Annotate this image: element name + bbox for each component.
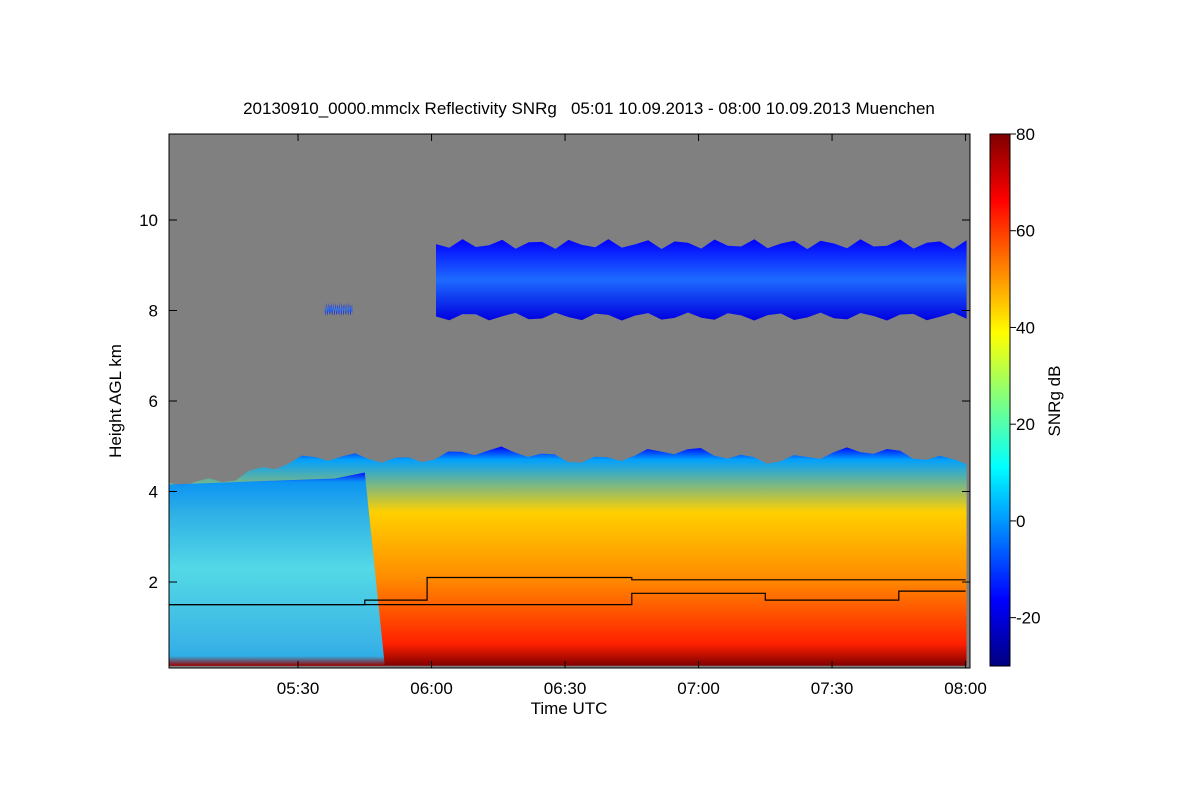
chart-title: 20130910_0000.mmclx Reflectivity SNRg 05…	[243, 99, 935, 118]
overlay-line-1	[169, 576, 966, 606]
y-tick-label: 8	[149, 301, 158, 320]
x-tick-label: 06:00	[410, 679, 453, 698]
y-axis-label: Height AGL km	[106, 344, 125, 458]
x-tick-label: 06:30	[544, 679, 587, 698]
data-regions	[169, 239, 967, 666]
y-axis: 2 4 6 8 10	[139, 211, 970, 592]
overlay-lines	[169, 576, 966, 606]
colorbar-tick-label: 80	[1016, 125, 1035, 144]
upper-cloud-layer	[436, 239, 967, 321]
x-tick-label: 08:00	[944, 679, 987, 698]
colorbar-tick-label: 0	[1016, 512, 1025, 531]
x-tick-label: 07:30	[811, 679, 854, 698]
x-tick-label: 07:00	[677, 679, 720, 698]
x-tick-label: 05:30	[277, 679, 320, 698]
y-tick-label: 2	[149, 573, 158, 592]
colorbar-tick-label: 20	[1016, 415, 1035, 434]
colorbar-tick-label: -20	[1016, 609, 1041, 628]
x-axis: 05:30 06:00 06:30 07:00 07:30 08:00	[277, 134, 987, 698]
plot-area	[168, 133, 971, 669]
colorbar-label: SNRg dB	[1045, 366, 1064, 437]
precipitation-weak-part	[169, 472, 385, 666]
colorbar: -20 0 20 40 60 80 SNRg dB	[989, 125, 1064, 667]
colorbar-gradient	[989, 133, 1011, 667]
upper-cloud-fragment	[324, 302, 353, 316]
y-tick-label: 4	[149, 483, 158, 502]
colorbar-ticks: -20 0 20 40 60 80	[1010, 125, 1041, 628]
y-tick-label: 6	[149, 392, 158, 411]
colorbar-tick-label: 40	[1016, 318, 1035, 337]
colorbar-tick-label: 60	[1016, 222, 1035, 241]
y-tick-label: 10	[139, 211, 158, 230]
overlay-line-2	[169, 590, 966, 606]
x-axis-label: Time UTC	[531, 699, 608, 718]
